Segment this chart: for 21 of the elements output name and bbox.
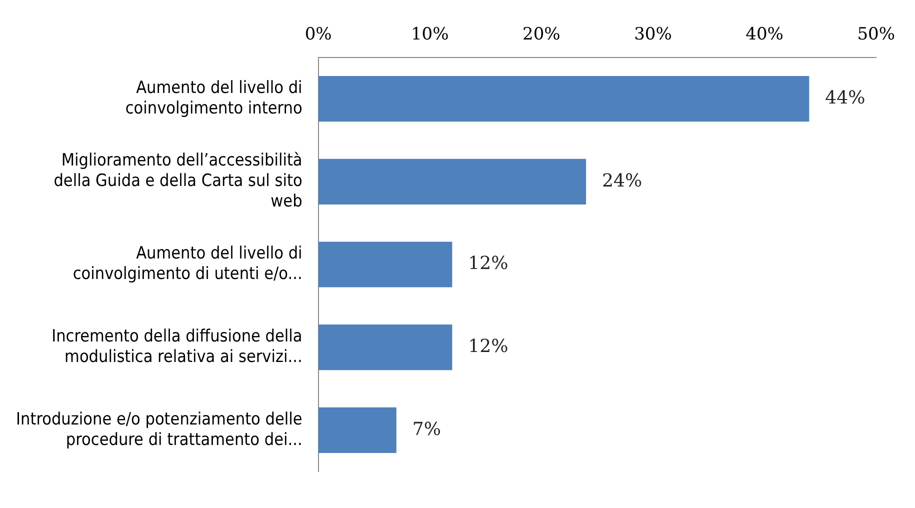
bar — [318, 324, 452, 370]
y-tick-label: Aumento del livello di coinvolgimento interno — [125, 78, 302, 118]
bar — [318, 76, 810, 122]
data-label: 44% — [825, 87, 866, 108]
bar — [318, 407, 396, 453]
data-label: 24% — [602, 170, 642, 192]
y-tick-label: Miglioramento dell’accessibilità della Guida e della Carta sul sito web — [54, 150, 302, 212]
x-tick-label: 0% — [304, 24, 332, 45]
x-tick-label: 10% — [410, 24, 449, 45]
y-tick-label: Incremento della diffusione della modulistica relativa ai servizi... — [52, 326, 302, 367]
y-tick-label: Introduzione e/o potenziamento delle procedure di trattamento dei... — [16, 409, 302, 450]
data-label: 12% — [468, 336, 508, 358]
bar — [318, 158, 586, 204]
bar — [318, 242, 452, 288]
y-tick-label: Aumento del livello di coinvolgimento di utenti e/o... — [72, 244, 302, 284]
x-tick-label: 40% — [746, 24, 784, 45]
data-label: 7% — [412, 418, 441, 440]
x-tick-label: 50% — [857, 24, 896, 45]
x-tick-label: 30% — [634, 24, 672, 45]
x-tick-label: 20% — [522, 24, 560, 45]
data-label: 12% — [468, 253, 508, 274]
